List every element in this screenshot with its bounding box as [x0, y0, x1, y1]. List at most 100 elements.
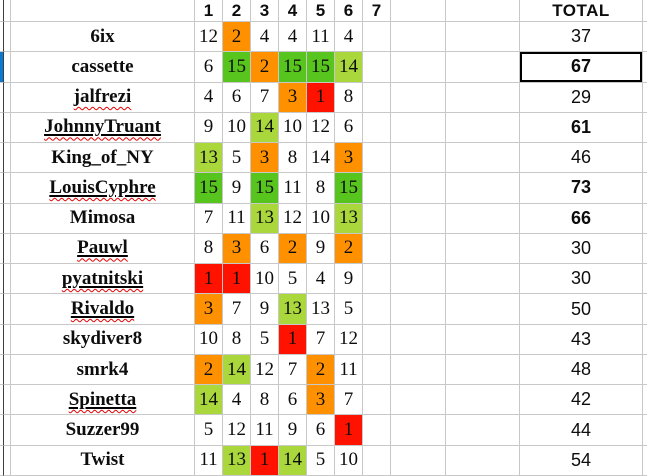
row-pad-cell[interactable]	[4, 324, 11, 355]
score-cell[interactable]: 10	[335, 445, 363, 476]
score-cell[interactable]: 9	[279, 415, 307, 446]
player-name-cell[interactable]: Suzzer99	[11, 415, 195, 446]
total-cell[interactable]: 66	[520, 203, 643, 234]
score-cell[interactable]: 5	[251, 324, 279, 355]
score-cell[interactable]: 8	[279, 143, 307, 174]
player-name-cell[interactable]: 6ix	[11, 22, 195, 53]
gap-cell[interactable]	[391, 143, 446, 174]
score-cell[interactable]: 3	[279, 82, 307, 113]
score-cell[interactable]: 13	[251, 203, 279, 234]
total-cell[interactable]: 42	[520, 385, 643, 416]
score-cell[interactable]	[363, 445, 391, 476]
row-marker-cell[interactable]	[0, 354, 4, 386]
score-cell[interactable]: 11	[251, 415, 279, 446]
score-cell[interactable]: 9	[223, 173, 251, 204]
player-name-cell[interactable]: Rivaldo	[11, 294, 195, 325]
score-cell[interactable]: 7	[223, 294, 251, 325]
corner-pad-cell[interactable]	[4, 0, 11, 22]
row-marker-cell[interactable]	[0, 445, 4, 476]
score-cell[interactable]	[363, 173, 391, 204]
player-name-cell[interactable]: jalfrezi	[11, 82, 195, 113]
score-cell[interactable]: 9	[307, 233, 335, 265]
row-marker-cell[interactable]	[0, 203, 4, 234]
gap2-cell[interactable]	[446, 112, 520, 144]
score-cell[interactable]: 8	[307, 173, 335, 204]
score-cell[interactable]	[363, 52, 391, 83]
score-cell[interactable]: 3	[307, 385, 335, 416]
gap2-cell[interactable]	[446, 52, 520, 83]
player-name-cell[interactable]: JohnnyTruant	[11, 112, 195, 144]
score-cell[interactable]: 5	[223, 143, 251, 174]
score-cell[interactable]: 10	[251, 264, 279, 295]
score-cell[interactable]: 6	[195, 52, 223, 83]
total-cell[interactable]: 73	[520, 173, 643, 204]
score-cell[interactable]: 5	[307, 445, 335, 476]
total-cell[interactable]: 30	[520, 264, 643, 295]
gap2-cell[interactable]	[446, 82, 520, 113]
player-name-cell[interactable]: skydiver8	[11, 324, 195, 355]
score-cell[interactable]: 7	[279, 354, 307, 386]
score-cell[interactable]	[363, 112, 391, 144]
score-cell[interactable]: 7	[335, 385, 363, 416]
score-cell[interactable]: 3	[195, 294, 223, 325]
score-cell[interactable]: 4	[335, 22, 363, 53]
score-cell[interactable]: 12	[307, 112, 335, 144]
gap2-cell[interactable]	[446, 324, 520, 355]
row-marker-cell[interactable]	[0, 233, 4, 265]
row-pad-cell[interactable]	[4, 354, 11, 386]
total-cell[interactable]: 61	[520, 112, 643, 144]
gap-cell[interactable]	[391, 445, 446, 476]
gap-cell[interactable]	[391, 264, 446, 295]
gap-cell[interactable]	[391, 22, 446, 53]
total-cell[interactable]: 30	[520, 233, 643, 265]
score-cell[interactable]: 14	[307, 143, 335, 174]
total-cell[interactable]: 67	[520, 52, 643, 83]
score-cell[interactable]: 7	[251, 82, 279, 113]
score-cell[interactable]: 10	[307, 203, 335, 234]
score-cell[interactable]: 5	[195, 415, 223, 446]
player-name-cell[interactable]: pyatnitski	[11, 264, 195, 295]
gap-cell[interactable]	[391, 294, 446, 325]
score-cell[interactable]	[363, 415, 391, 446]
score-cell[interactable]: 6	[335, 112, 363, 144]
row-marker-cell[interactable]	[0, 143, 4, 174]
score-cell[interactable]: 10	[195, 324, 223, 355]
score-cell[interactable]: 3	[335, 143, 363, 174]
score-cell[interactable]	[363, 22, 391, 53]
corner-marker-cell[interactable]	[0, 0, 4, 22]
player-name-cell[interactable]: LouisCyphre	[11, 173, 195, 204]
score-cell[interactable]: 11	[279, 173, 307, 204]
row-marker-cell[interactable]	[0, 22, 4, 53]
score-cell[interactable]: 2	[307, 354, 335, 386]
gap2-cell[interactable]	[446, 385, 520, 416]
score-cell[interactable]: 1	[195, 264, 223, 295]
row-pad-cell[interactable]	[4, 203, 11, 234]
score-cell[interactable]: 8	[195, 233, 223, 265]
row-pad-cell[interactable]	[4, 173, 11, 204]
score-cell[interactable]	[363, 354, 391, 386]
gap-cell[interactable]	[391, 354, 446, 386]
week-header-6[interactable]: 6	[335, 0, 363, 22]
row-pad-cell[interactable]	[4, 415, 11, 446]
score-cell[interactable]: 9	[251, 294, 279, 325]
score-cell[interactable]: 11	[195, 445, 223, 476]
week-header-7[interactable]: 7	[363, 0, 391, 22]
score-cell[interactable]: 13	[307, 294, 335, 325]
row-marker-cell[interactable]	[0, 173, 4, 204]
score-cell[interactable]	[363, 264, 391, 295]
score-cell[interactable]: 12	[335, 324, 363, 355]
score-cell[interactable]	[363, 385, 391, 416]
score-cell[interactable]: 8	[251, 385, 279, 416]
player-name-cell[interactable]: smrk4	[11, 354, 195, 386]
score-cell[interactable]: 15	[307, 52, 335, 83]
score-cell[interactable]	[363, 294, 391, 325]
gap-cell[interactable]	[391, 415, 446, 446]
row-pad-cell[interactable]	[4, 82, 11, 113]
score-cell[interactable]: 10	[223, 112, 251, 144]
total-cell[interactable]: 37	[520, 22, 643, 53]
score-cell[interactable]: 11	[307, 22, 335, 53]
gap2-cell[interactable]	[446, 203, 520, 234]
score-cell[interactable]: 1	[279, 324, 307, 355]
score-cell[interactable]: 7	[195, 203, 223, 234]
gap-cell[interactable]	[391, 82, 446, 113]
